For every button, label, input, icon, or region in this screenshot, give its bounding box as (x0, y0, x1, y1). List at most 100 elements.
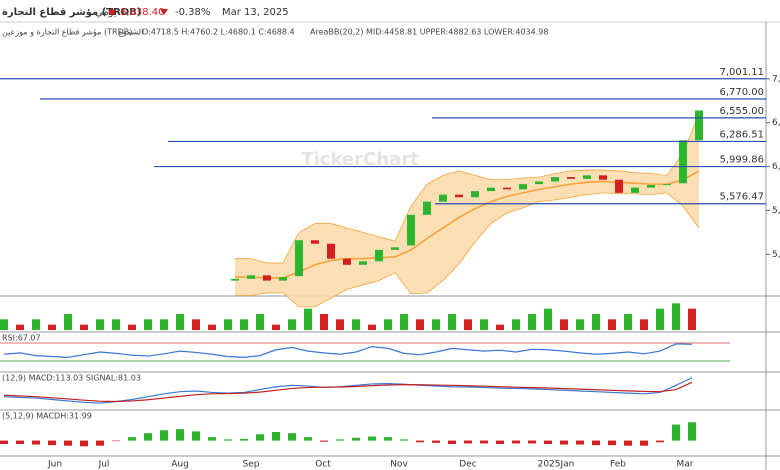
candle (631, 187, 639, 193)
x-tick-label: 2025Jan (538, 460, 575, 470)
bar (576, 440, 584, 445)
bar (640, 319, 648, 330)
level-label: 5,576.47 (719, 192, 764, 203)
bar (432, 319, 440, 330)
indicator-label: RSI:67.07 (2, 334, 41, 343)
candle (439, 194, 447, 202)
bar (160, 430, 168, 441)
bar (32, 319, 40, 330)
bar (336, 319, 344, 330)
x-tick-label: Feb (610, 460, 626, 470)
candle (679, 140, 687, 184)
bar (480, 440, 488, 444)
bar (224, 319, 232, 330)
bar (96, 319, 104, 330)
bar (16, 440, 24, 444)
bar (528, 314, 536, 330)
bar (16, 324, 24, 330)
bar (128, 324, 136, 330)
bar (448, 314, 456, 330)
bar (592, 440, 600, 446)
bar (144, 433, 152, 441)
candle (455, 194, 463, 198)
x-tick-label: Jun (47, 460, 62, 470)
bar (288, 433, 296, 441)
bar (240, 438, 248, 441)
bar (688, 422, 696, 441)
bar (624, 440, 632, 446)
bar (416, 440, 424, 443)
bar (160, 319, 168, 330)
bar (304, 437, 312, 441)
indicator-line (3, 343, 693, 359)
y-tick-label: 6,500 (772, 118, 780, 128)
bar (608, 319, 616, 330)
bar (112, 440, 120, 442)
candle (407, 214, 415, 246)
bar (272, 324, 280, 330)
bar (400, 314, 408, 330)
candle (279, 277, 287, 281)
candle (343, 258, 351, 265)
indicator-line (3, 381, 693, 403)
last-price: 6,638.40 (120, 7, 165, 18)
bar (192, 319, 200, 330)
bar (528, 440, 536, 444)
bar (352, 319, 360, 330)
bar (672, 424, 680, 441)
bar (592, 314, 600, 330)
bar (448, 440, 456, 444)
watermark: TickerChart (301, 149, 419, 170)
candle (551, 177, 559, 182)
bar (368, 436, 376, 441)
x-tick-label: Sep (243, 460, 260, 470)
bar (224, 439, 232, 441)
candle (391, 247, 399, 250)
bar (176, 314, 184, 330)
bar (560, 319, 568, 330)
bar (176, 429, 184, 441)
bar (208, 324, 216, 330)
status-dot (109, 9, 115, 15)
level-label: 6,770.00 (719, 87, 764, 98)
candle (647, 184, 655, 188)
bar (544, 440, 552, 444)
bar (576, 319, 584, 330)
candle (615, 179, 623, 193)
candle (263, 275, 271, 281)
bar (80, 440, 88, 447)
x-tick-label: Dec (459, 460, 476, 470)
change: -0.38% (175, 7, 210, 18)
bar (336, 439, 344, 441)
bar (320, 440, 328, 442)
bar (368, 324, 376, 330)
bar (672, 303, 680, 330)
bar (320, 314, 328, 330)
x-tick-label: Mar (677, 460, 694, 470)
sub-name: مؤشر قطاع التجارة و موزعين (TRDB) (2, 28, 132, 37)
candle (535, 181, 543, 185)
candle (599, 175, 607, 180)
level-label: 6,555.00 (719, 106, 764, 117)
bar (464, 319, 472, 330)
bar (256, 434, 264, 441)
bar (688, 308, 696, 330)
candle (311, 240, 319, 244)
bar (416, 319, 424, 330)
bar (256, 314, 264, 330)
bar (208, 437, 216, 441)
bar (32, 440, 40, 445)
bar (0, 440, 8, 444)
bar (144, 319, 152, 330)
candle (247, 275, 255, 279)
level-label: 6,286.51 (719, 129, 764, 140)
candle (663, 184, 671, 186)
x-tick-label: Nov (390, 460, 408, 470)
instrument-name: مؤشر قطاع التجارة (TRDB) (2, 7, 141, 18)
bar (496, 440, 504, 444)
bar (608, 440, 616, 446)
x-tick-label: Jul (98, 460, 110, 470)
bb-values: AreaBB(20,2) MID:4458.81 UPPER:4882.63 L… (310, 28, 548, 37)
